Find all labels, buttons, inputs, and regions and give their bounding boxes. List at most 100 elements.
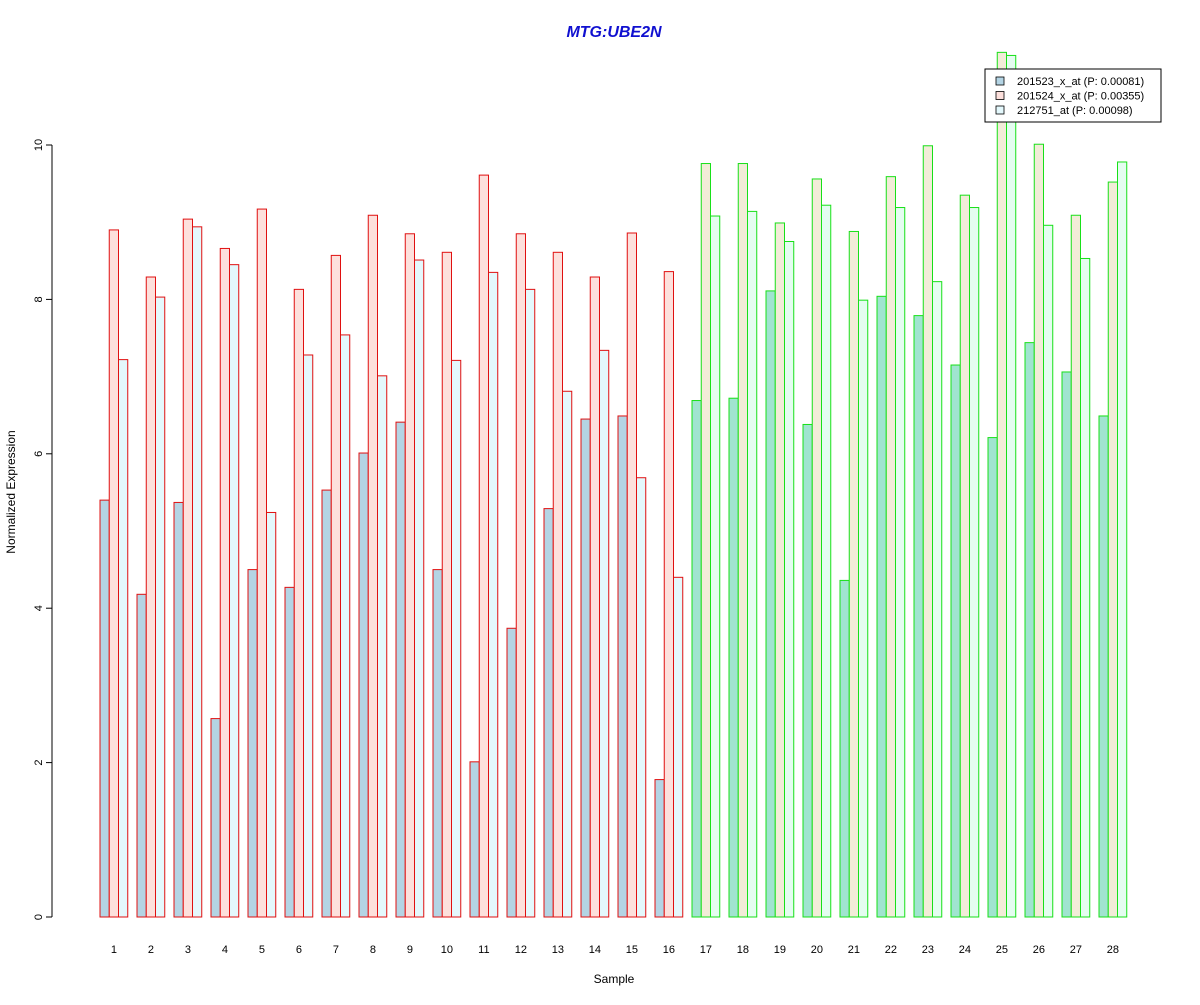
x-tick-label: 26 [1033, 944, 1045, 956]
x-tick-label: 15 [626, 944, 638, 956]
bar-sample-12-series-1 [506, 627, 517, 918]
bar-sample-11-series-1 [469, 761, 480, 918]
bar-sample-14-series-1 [580, 418, 591, 918]
bar-sample-2-series-2 [145, 276, 156, 918]
x-tick-label: 1 [111, 944, 117, 956]
bar-sample-7-series-3 [340, 334, 351, 918]
bar-sample-24-series-3 [969, 207, 980, 918]
bars-layer [99, 51, 1128, 918]
bar-sample-8-series-1 [358, 452, 369, 918]
y-tick-label: 0 [33, 914, 45, 920]
bar-sample-22-series-1 [876, 295, 887, 918]
bar-sample-1-series-1 [99, 499, 110, 918]
legend-label-3: 212751_at (P: 0.00098) [1017, 105, 1133, 117]
bar-sample-1-series-2 [108, 229, 119, 918]
bar-sample-16-series-2 [663, 271, 674, 918]
bar-sample-27-series-2 [1070, 214, 1081, 918]
legend-swatch-2 [995, 91, 1005, 100]
legend-swatch-1 [995, 76, 1005, 86]
bar-sample-23-series-3 [932, 281, 943, 918]
bar-sample-22-series-3 [895, 207, 906, 918]
x-tick-label: 19 [774, 944, 786, 956]
x-tick-label: 18 [737, 944, 749, 956]
bar-sample-22-series-2 [885, 176, 896, 918]
y-tick-label: 4 [33, 605, 45, 611]
bar-sample-7-series-1 [321, 489, 332, 918]
x-tick-label: 20 [811, 944, 823, 956]
bar-sample-7-series-2 [330, 254, 341, 918]
bar-sample-26-series-1 [1024, 342, 1035, 918]
bar-sample-20-series-3 [821, 204, 832, 918]
bar-sample-8-series-3 [377, 375, 388, 918]
bar-sample-24-series-1 [950, 364, 961, 918]
bar-sample-23-series-1 [913, 315, 924, 918]
bar-sample-17-series-1 [691, 400, 702, 918]
bar-sample-18-series-2 [737, 163, 748, 918]
bar-sample-24-series-2 [959, 194, 970, 918]
y-tick-label: 10 [33, 139, 45, 151]
bar-sample-15-series-1 [617, 415, 628, 918]
bar-sample-13-series-2 [552, 251, 563, 918]
x-tick-label: 13 [552, 944, 564, 956]
bar-sample-4-series-1 [210, 718, 221, 918]
x-tick-label: 3 [185, 944, 191, 956]
bar-sample-25-series-1 [987, 437, 998, 918]
x-axis-label: Sample [594, 972, 635, 986]
bar-sample-16-series-1 [654, 779, 665, 918]
bar-sample-14-series-2 [589, 276, 600, 918]
legend-label-1: 201523_x_at (P: 0.00081) [1017, 76, 1144, 88]
x-tick-label: 27 [1070, 944, 1082, 956]
bar-sample-25-series-3 [1006, 54, 1017, 918]
bar-sample-3-series-1 [173, 501, 184, 918]
x-tick-label: 22 [885, 944, 897, 956]
bar-sample-28-series-2 [1107, 181, 1118, 918]
x-tick-label: 14 [589, 944, 601, 956]
bar-sample-5-series-3 [266, 511, 277, 918]
bar-sample-13-series-3 [562, 390, 573, 918]
x-tick-label: 10 [441, 944, 453, 956]
y-tick-label: 6 [33, 451, 45, 457]
bar-sample-14-series-3 [599, 349, 610, 918]
bar-sample-19-series-1 [765, 290, 776, 918]
bar-sample-20-series-1 [802, 423, 813, 918]
bar-sample-15-series-2 [626, 232, 637, 918]
bar-sample-20-series-2 [811, 178, 822, 918]
bar-sample-4-series-3 [229, 264, 240, 918]
x-tick-labels: 1 2 3 4 5 6 7 8 9 10 11 12 13 14 15 16 17 18 19 20 21 22 23 24 2… [111, 944, 1119, 956]
bar-sample-3-series-2 [182, 218, 193, 918]
bar-sample-27-series-1 [1061, 371, 1072, 918]
y-tick-label: 2 [33, 760, 45, 766]
bar-sample-2-series-3 [155, 296, 166, 918]
bar-sample-5-series-1 [247, 569, 258, 918]
bar-sample-17-series-3 [710, 215, 721, 918]
bar-sample-10-series-2 [441, 251, 452, 918]
bar-sample-9-series-3 [414, 259, 425, 918]
bar-sample-10-series-1 [432, 569, 443, 918]
bar-sample-1-series-3 [118, 359, 129, 918]
bar-sample-28-series-1 [1098, 415, 1109, 918]
bar-sample-11-series-3 [488, 271, 499, 918]
x-tick-label: 9 [407, 944, 413, 956]
bar-sample-4-series-2 [219, 247, 230, 918]
bar-sample-16-series-3 [673, 576, 684, 918]
legend-label-2: 201524_x_at (P: 0.00355) [1017, 91, 1144, 103]
bar-sample-10-series-3 [451, 359, 462, 918]
bar-sample-6-series-1 [284, 586, 295, 918]
bar-sample-18-series-1 [728, 397, 739, 918]
y-tick-label: 8 [33, 296, 45, 302]
bar-sample-26-series-3 [1043, 224, 1054, 918]
x-tick-label: 25 [996, 944, 1008, 956]
x-tick-label: 21 [848, 944, 860, 956]
x-tick-label: 12 [515, 944, 527, 956]
bar-sample-17-series-2 [700, 163, 711, 918]
bar-sample-21-series-1 [839, 579, 850, 918]
bar-sample-21-series-3 [858, 299, 869, 918]
x-tick-label: 8 [370, 944, 376, 956]
bar-sample-21-series-2 [848, 230, 859, 918]
bar-sample-23-series-2 [922, 145, 933, 918]
bar-sample-6-series-3 [303, 354, 314, 918]
bar-sample-8-series-2 [367, 214, 378, 918]
bar-sample-15-series-3 [636, 477, 647, 918]
